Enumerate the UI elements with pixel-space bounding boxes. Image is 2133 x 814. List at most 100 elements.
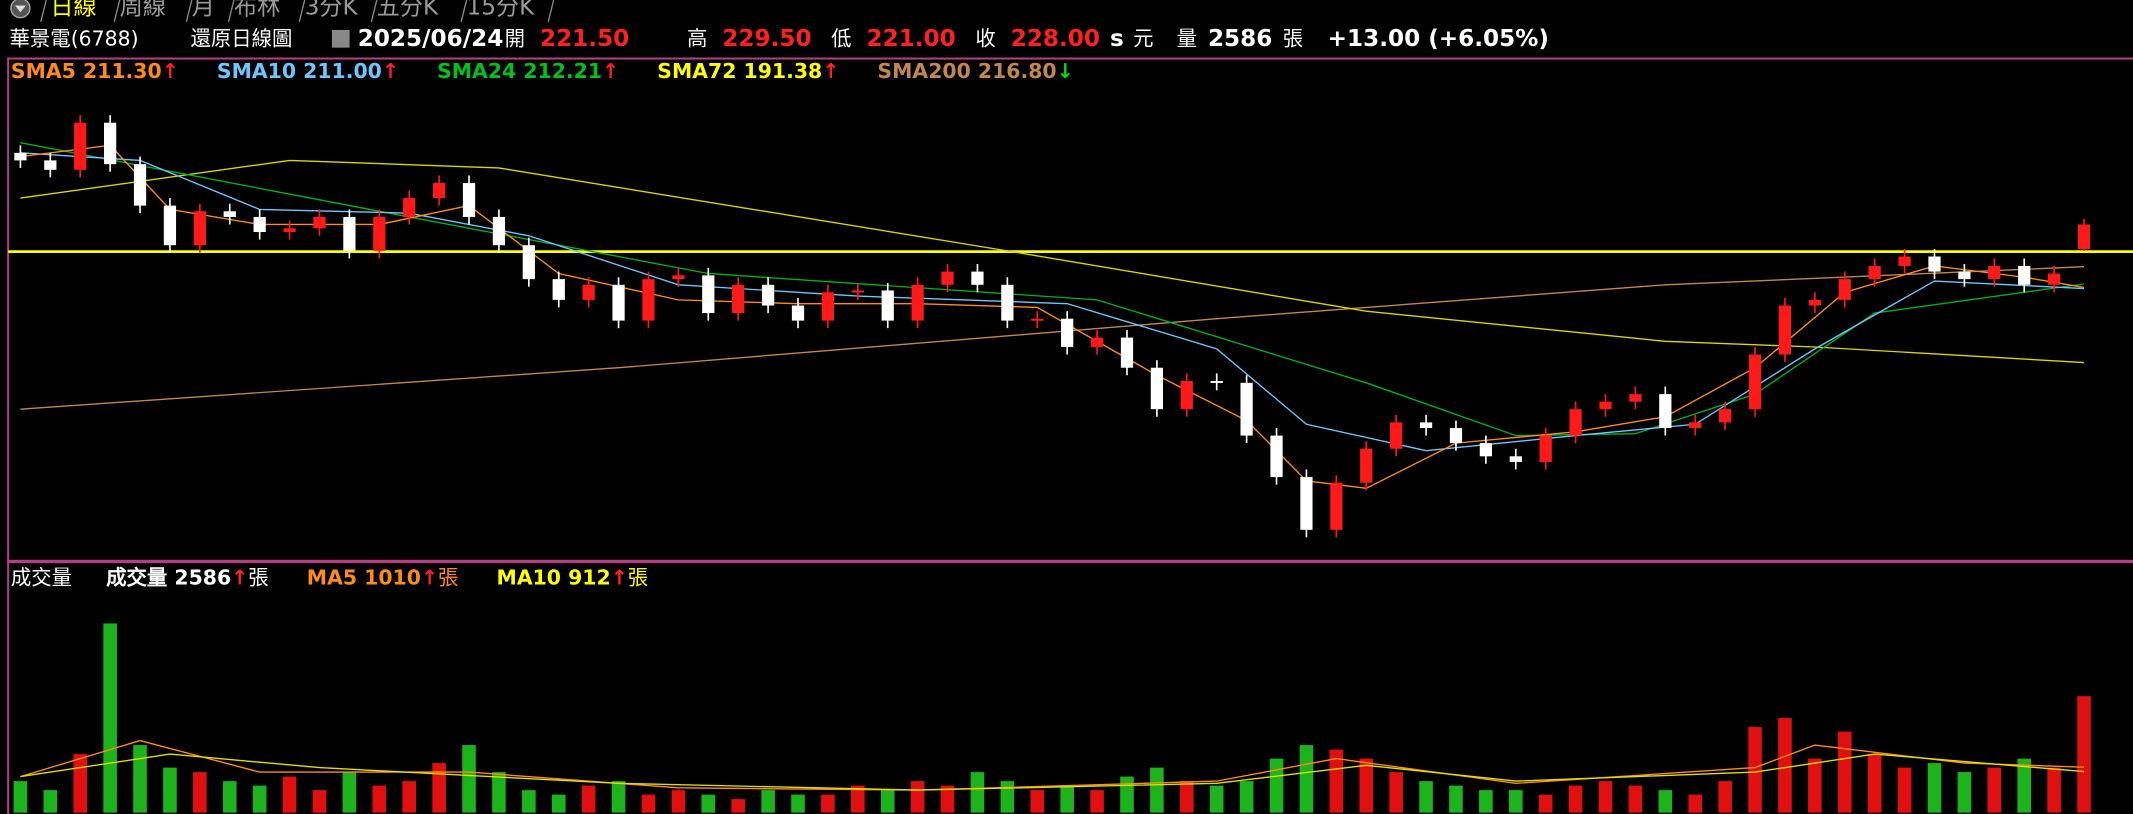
volume-bar: [1120, 776, 1134, 813]
candle-body: [373, 216, 386, 251]
legend-trend: ↑: [231, 566, 248, 590]
volume-bar: [1359, 758, 1374, 813]
volume-bar: [13, 781, 28, 813]
volume-bar: [1269, 758, 1284, 813]
candle-body: [1061, 318, 1074, 347]
candle-body: [642, 279, 655, 321]
close-value: 228.00: [1011, 26, 1100, 52]
mode-toggle[interactable]: [331, 29, 350, 48]
volume-bar: [1837, 731, 1852, 813]
candle-body: [1629, 394, 1642, 402]
candle-body: [552, 279, 565, 300]
volume-bar: [671, 790, 686, 813]
candle-body: [74, 122, 87, 170]
open-label: 開: [505, 26, 525, 50]
tab[interactable]: 3分K: [305, 0, 359, 21]
candle-body: [1599, 401, 1612, 410]
tab[interactable]: 布林: [234, 0, 280, 21]
legend-label: MA10 912: [497, 566, 611, 590]
volume-bar: [641, 794, 656, 813]
legend-trend: ↓: [1057, 59, 1074, 83]
legend-entry: SMA24 212.21↑: [437, 59, 619, 83]
candle-body: [582, 284, 595, 300]
stock-name: 華景電(6788): [10, 26, 139, 50]
legend-label: SMA72 191.38: [657, 59, 822, 83]
tab[interactable]: 五分K: [377, 0, 439, 21]
candle-body: [133, 164, 147, 206]
tab-separators: [40, 0, 555, 22]
s-mark: s: [1110, 26, 1124, 52]
candle-body: [1509, 456, 1522, 462]
candle-body: [1838, 279, 1851, 300]
candle-body: [851, 290, 864, 293]
candle-body: [2077, 224, 2091, 249]
legend-label: MA5 1010: [307, 566, 421, 590]
ma-line: [20, 739, 2085, 791]
candle-body: [1300, 477, 1313, 530]
volume-bar: [581, 785, 596, 813]
volume-bar: [880, 790, 895, 813]
candle-body: [2047, 273, 2061, 285]
candle-body: [44, 160, 57, 170]
volume-bar: [2047, 767, 2061, 813]
tab[interactable]: 15分K: [467, 0, 536, 21]
candle-body: [1719, 409, 1732, 423]
header: 華景電(6788) 還原日線圖 2025/06/24 開 221.50 高 22…: [10, 26, 1549, 52]
candle-body: [761, 284, 775, 306]
change: +13.00 (+6.05%): [1328, 26, 1549, 52]
volume-bar: [1598, 781, 1613, 813]
candle-body: [522, 245, 535, 280]
volume-bar: [193, 772, 207, 813]
tab[interactable]: 周線: [120, 0, 166, 21]
tabs: 日線 周線 月 布林 3分K 五分K 15分K: [40, 0, 555, 22]
candle-body: [1090, 337, 1104, 347]
candle-body: [223, 211, 236, 217]
volume-bar: [2077, 696, 2091, 813]
candle-body: [1898, 256, 1911, 266]
volume-bar: [851, 785, 865, 813]
candle-body: [732, 284, 745, 314]
candle-body: [1120, 337, 1134, 368]
candle-body: [1778, 305, 1792, 355]
volume-bar: [821, 794, 835, 813]
volume-value: 2586: [1208, 26, 1272, 52]
volume-bar: [2017, 758, 2032, 813]
candle-body: [1539, 435, 1552, 462]
candle-body: [1419, 422, 1433, 429]
volume-bar: [1688, 794, 1703, 813]
candle-body: [881, 290, 894, 321]
legend-unit: 張: [248, 566, 268, 590]
volume-bar: [761, 790, 775, 813]
volume-bar: [432, 763, 446, 813]
volume-bar: [1209, 785, 1224, 813]
high-label: 高: [687, 26, 707, 50]
volume-bar: [1568, 785, 1583, 813]
legend-entry: SMA72 191.38↑: [657, 59, 839, 83]
candle-body: [253, 216, 266, 233]
legend-label: SMA200 216.80: [877, 59, 1056, 83]
ma-line: [20, 753, 2085, 791]
volume-bar: [43, 790, 58, 813]
volume-bar: [1419, 781, 1433, 813]
legend-entry: 成交量 2586↑張: [106, 566, 269, 590]
legend-entry: SMA5 211.30↑: [11, 59, 179, 83]
plot-layer: SMA5 211.30↑ SMA10 211.00↑ SMA24 212.21↑ SM…: [8, 59, 2133, 813]
volume-bar: [791, 794, 805, 813]
volume-bar: [1179, 781, 1194, 813]
open-value: 221.50: [540, 26, 629, 52]
tab[interactable]: 日線: [50, 0, 96, 21]
volume-bar: [492, 772, 506, 813]
volume-bar: [1987, 767, 2002, 813]
volume-bar: [701, 794, 716, 813]
candle-body: [672, 275, 685, 280]
candle-body: [911, 284, 924, 321]
volume-bar: [1658, 790, 1673, 813]
candle-body: [1928, 256, 1941, 272]
volume-bar: [731, 799, 745, 813]
candle-body: [821, 292, 835, 321]
legend-trend: ↑: [162, 59, 179, 83]
tab[interactable]: 月: [192, 0, 215, 21]
high-value: 229.50: [722, 26, 811, 52]
low-value: 221.00: [867, 26, 956, 52]
